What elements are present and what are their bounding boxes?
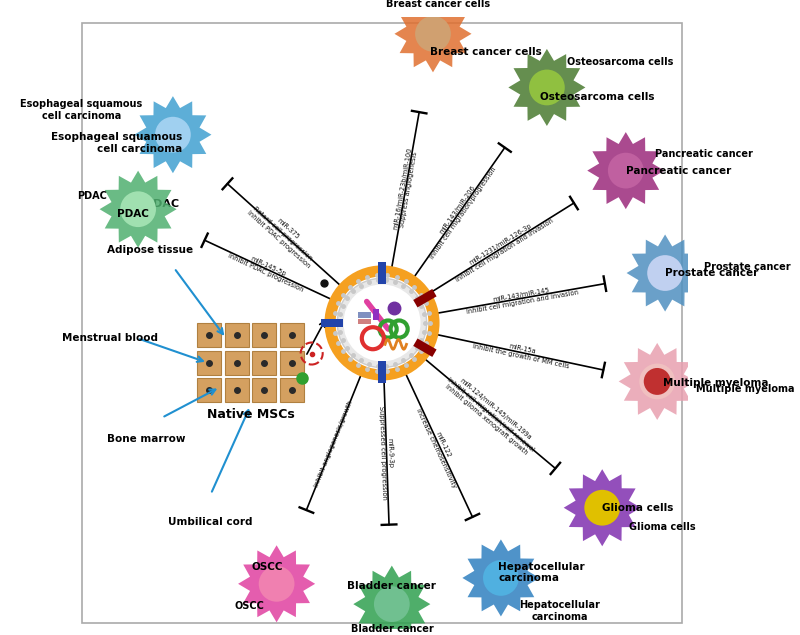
Text: miR-16/miR-23b/miR-100
Suppress angiogenesis: miR-16/miR-23b/miR-100 Suppress angiogen… (392, 147, 419, 231)
Circle shape (343, 284, 421, 361)
Text: Menstrual blood: Menstrual blood (62, 333, 158, 344)
Text: PDAC: PDAC (145, 199, 179, 209)
Text: Pancreatic cancer: Pancreatic cancer (654, 149, 753, 159)
Polygon shape (564, 469, 641, 546)
Text: Pancreatic cancer: Pancreatic cancer (626, 166, 731, 176)
Text: Bone marrow: Bone marrow (107, 434, 186, 444)
Text: Multiple myeloma: Multiple myeloma (696, 384, 794, 394)
Circle shape (639, 364, 675, 399)
Polygon shape (394, 0, 471, 72)
Text: miR-15a
Inhibit the growth of MM cells: miR-15a Inhibit the growth of MM cells (471, 336, 570, 369)
Polygon shape (238, 545, 315, 622)
Text: miR-375
Retard cell progression
Inhibit PDAC progression: miR-375 Retard cell progression Inhibit … (246, 199, 321, 269)
Polygon shape (462, 539, 539, 617)
Text: Umbilical cord: Umbilical cord (169, 517, 253, 526)
Polygon shape (99, 171, 177, 248)
Circle shape (644, 368, 670, 395)
Text: miR-143/miR-206
Inhibit cell migration/progression: miR-143/miR-206 Inhibit cell migration/p… (423, 163, 497, 260)
Polygon shape (354, 566, 430, 635)
Circle shape (415, 16, 451, 51)
Text: miR-124/miR-145/miR-199a
Inhibit cell migration/self-renewal
Inhibit glioma xeno: miR-124/miR-145/miR-199a Inhibit cell mi… (442, 371, 540, 458)
Text: Bladder cancer: Bladder cancer (346, 581, 436, 591)
Text: Esophageal squamous
cell carcinoma: Esophageal squamous cell carcinoma (20, 99, 142, 121)
Text: Prostate cancer: Prostate cancer (665, 268, 758, 278)
Text: Esophageal squamous
cell carcinoma: Esophageal squamous cell carcinoma (50, 132, 182, 154)
Bar (358, 319, 371, 324)
Circle shape (338, 278, 426, 368)
Bar (414, 289, 437, 307)
Text: Bladder cancer: Bladder cancer (351, 624, 434, 634)
Text: OSCC: OSCC (234, 601, 264, 612)
Circle shape (258, 566, 294, 602)
Text: Glioma cells: Glioma cells (629, 523, 695, 532)
Text: Hepatocellular
carcinoma: Hepatocellular carcinoma (498, 561, 585, 583)
Text: Multiple myeloma: Multiple myeloma (663, 378, 769, 388)
Bar (322, 319, 343, 327)
Polygon shape (587, 132, 664, 209)
Bar (358, 312, 371, 318)
Text: Osteosarcoma cells: Osteosarcoma cells (567, 57, 674, 67)
Circle shape (608, 152, 644, 189)
Text: Osteosarcoma cells: Osteosarcoma cells (540, 93, 654, 102)
Polygon shape (618, 343, 696, 420)
Circle shape (483, 560, 518, 596)
Text: OSCC: OSCC (252, 562, 283, 572)
Circle shape (120, 191, 156, 227)
Polygon shape (508, 49, 586, 126)
Circle shape (155, 117, 191, 152)
Text: Prostate cancer: Prostate cancer (704, 262, 791, 272)
Bar (378, 262, 386, 284)
Text: miR-9-3p
Suppressed cell progression: miR-9-3p Suppressed cell progression (378, 406, 394, 500)
Text: Adipose tissue: Adipose tissue (106, 244, 193, 255)
Text: miR-122
Increase chemosensitivity: miR-122 Increase chemosensitivity (415, 404, 464, 488)
Text: miR-145-5p
Inhibit PDAC progression: miR-145-5p Inhibit PDAC progression (227, 246, 307, 293)
Polygon shape (134, 96, 211, 173)
Text: PDAC: PDAC (78, 191, 107, 201)
Circle shape (529, 70, 565, 105)
Circle shape (647, 255, 683, 291)
Text: miR-143/miR-145
Inhibit cell migration and invasion: miR-143/miR-145 Inhibit cell migration a… (465, 282, 579, 314)
Bar (378, 361, 386, 384)
Circle shape (584, 490, 620, 526)
Text: Inhibit angiogenesis/growth: Inhibit angiogenesis/growth (313, 399, 354, 488)
Polygon shape (626, 234, 704, 312)
Text: miR-1231/miR-126-3p
Inhibit cell migration and invasion: miR-1231/miR-126-3p Inhibit cell migrati… (451, 212, 554, 283)
Text: Hepatocellular
carcinoma: Hepatocellular carcinoma (519, 601, 600, 622)
Text: PDAC: PDAC (118, 210, 149, 219)
Bar (414, 338, 437, 357)
Text: Breast cancer cells: Breast cancer cells (386, 0, 490, 9)
Text: Glioma cells: Glioma cells (602, 503, 674, 512)
Bar (373, 309, 379, 320)
Text: Native MSCs: Native MSCs (206, 408, 294, 421)
Circle shape (374, 586, 410, 622)
Text: Breast cancer cells: Breast cancer cells (430, 47, 542, 57)
